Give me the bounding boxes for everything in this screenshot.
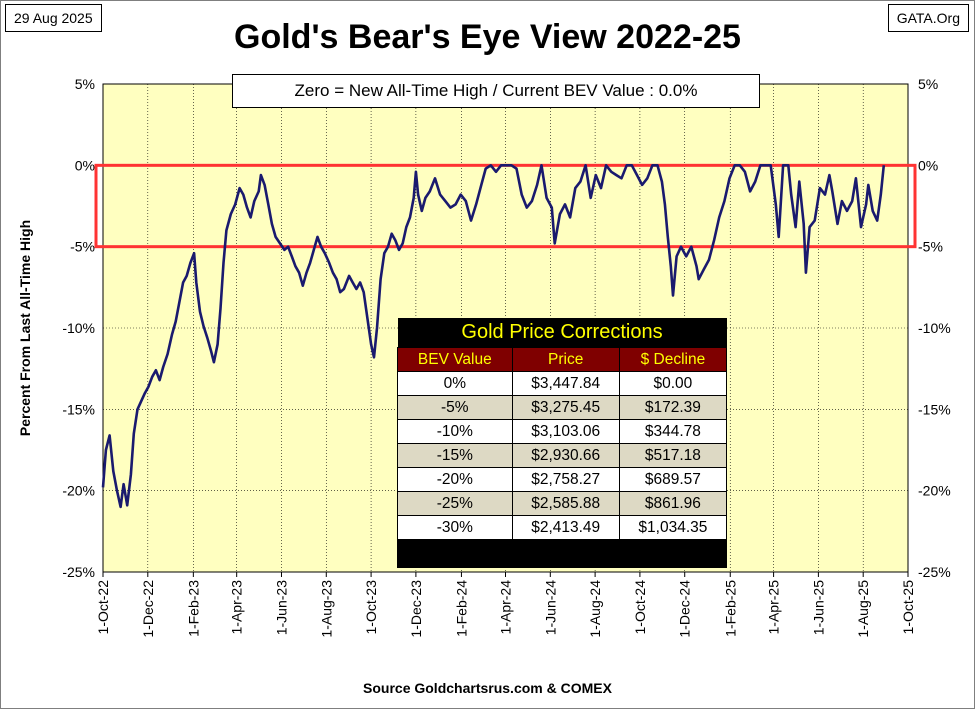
y-tick-label-left: 0% — [75, 157, 95, 173]
table-cell: $3,275.45 — [511, 395, 620, 420]
date-label: 29 Aug 2025 — [5, 4, 102, 32]
y-tick-label-right: 5% — [918, 76, 938, 92]
x-tick-label: 1-Jun-23 — [273, 580, 289, 635]
x-tick-label: 1-Oct-25 — [900, 580, 916, 635]
bev-series-line — [101, 164, 886, 509]
x-tick-label: 1-Jun-24 — [542, 580, 558, 635]
x-tick-label: 1-Oct-22 — [95, 580, 111, 635]
y-tick-label-left: -10% — [62, 320, 95, 336]
table-cell: -5% — [397, 395, 513, 420]
x-tick-label: 1-Oct-23 — [363, 580, 379, 635]
table-cell: 0% — [397, 371, 513, 396]
table-cell: -25% — [397, 491, 513, 516]
table-credit: Graphic by Mark J. Lundeen — [397, 539, 727, 568]
y-tick-label-right: -15% — [918, 401, 951, 417]
chart-subtitle: Zero = New All-Time High / Current BEV V… — [232, 74, 760, 108]
table-cell: $3,103.06 — [511, 419, 620, 444]
table-cell: $689.57 — [618, 467, 728, 492]
x-tick-label: 1-Dec-23 — [408, 580, 424, 638]
table-cell: $517.18 — [618, 443, 728, 468]
table-cell: -15% — [397, 443, 513, 468]
source-note: Source Goldchartsrus.com & COMEX — [363, 680, 612, 696]
x-tick-label: 1-Feb-24 — [453, 580, 469, 637]
table-row: -15% $2,930.66 $517.18 — [397, 443, 728, 468]
x-tick-label: 1-Apr-23 — [229, 580, 245, 635]
table-row: -30% $2,413.49 $1,034.35 — [397, 515, 728, 540]
table-cell: $2,758.27 — [511, 467, 620, 492]
table-cell: $344.78 — [618, 419, 728, 444]
x-tick-label: 1-Oct-24 — [632, 580, 648, 635]
table-cell: -30% — [397, 515, 513, 540]
x-tick-label: 1-Apr-25 — [766, 580, 782, 635]
table-row: -5% $3,275.45 $172.39 — [397, 395, 728, 420]
table-row: 0% $3,447.84 $0.00 — [397, 371, 728, 396]
y-tick-label-left: -15% — [62, 401, 95, 417]
x-tick-label: 1-Dec-22 — [140, 580, 156, 638]
table-cell: $0.00 — [618, 371, 728, 396]
table-cell: $172.39 — [618, 395, 728, 420]
table-cell: $1,034.35 — [618, 515, 728, 540]
x-tick-label: 1-Feb-23 — [185, 580, 201, 637]
table-cell: $2,413.49 — [511, 515, 620, 540]
y-tick-label-left: 5% — [75, 76, 95, 92]
y-tick-label-right: 0% — [918, 157, 938, 173]
y-tick-label-right: -20% — [918, 483, 951, 499]
table-row: -20% $2,758.27 $689.57 — [397, 467, 728, 492]
x-tick-label: 1-Aug-25 — [855, 580, 871, 638]
table-cell: -20% — [397, 467, 513, 492]
y-tick-label-right: -10% — [918, 320, 951, 336]
table-cell: -10% — [397, 419, 513, 444]
y-tick-label-right: -25% — [918, 564, 951, 580]
table-header-decline: $ Decline — [618, 347, 728, 372]
site-label: GATA.Org — [887, 4, 969, 32]
x-tick-label: 1-Feb-25 — [722, 580, 738, 637]
y-axis-label: Percent From Last All-Time High — [17, 220, 33, 436]
table-cell: $3,447.84 — [511, 371, 620, 396]
y-tick-label-left: -20% — [62, 483, 95, 499]
y-tick-label-left: -25% — [62, 564, 95, 580]
x-tick-label: 1-Aug-24 — [587, 580, 603, 638]
x-tick-label: 1-Dec-24 — [677, 580, 693, 638]
table-row: -25% $2,585.88 $861.96 — [397, 491, 728, 516]
table-cell: $2,585.88 — [511, 491, 620, 516]
table-row: -10% $3,103.06 $344.78 — [397, 419, 728, 444]
y-tick-label-right: -5% — [918, 239, 943, 255]
y-tick-label-left: -5% — [70, 239, 95, 255]
table-header-bev: BEV Value — [397, 347, 513, 372]
x-tick-label: 1-Jun-25 — [810, 580, 826, 635]
x-tick-label: 1-Aug-23 — [318, 580, 334, 638]
table-cell: $2,930.66 — [511, 443, 620, 468]
table-cell: $861.96 — [618, 491, 728, 516]
table-title: Gold Price Corrections — [397, 318, 727, 348]
table-header-price: Price — [511, 347, 620, 372]
corrections-table: Gold Price Corrections BEV Value Price $… — [397, 318, 728, 568]
x-tick-label: 1-Apr-24 — [498, 580, 514, 635]
chart-title: Gold's Bear's Eye View 2022-25 — [234, 18, 741, 56]
